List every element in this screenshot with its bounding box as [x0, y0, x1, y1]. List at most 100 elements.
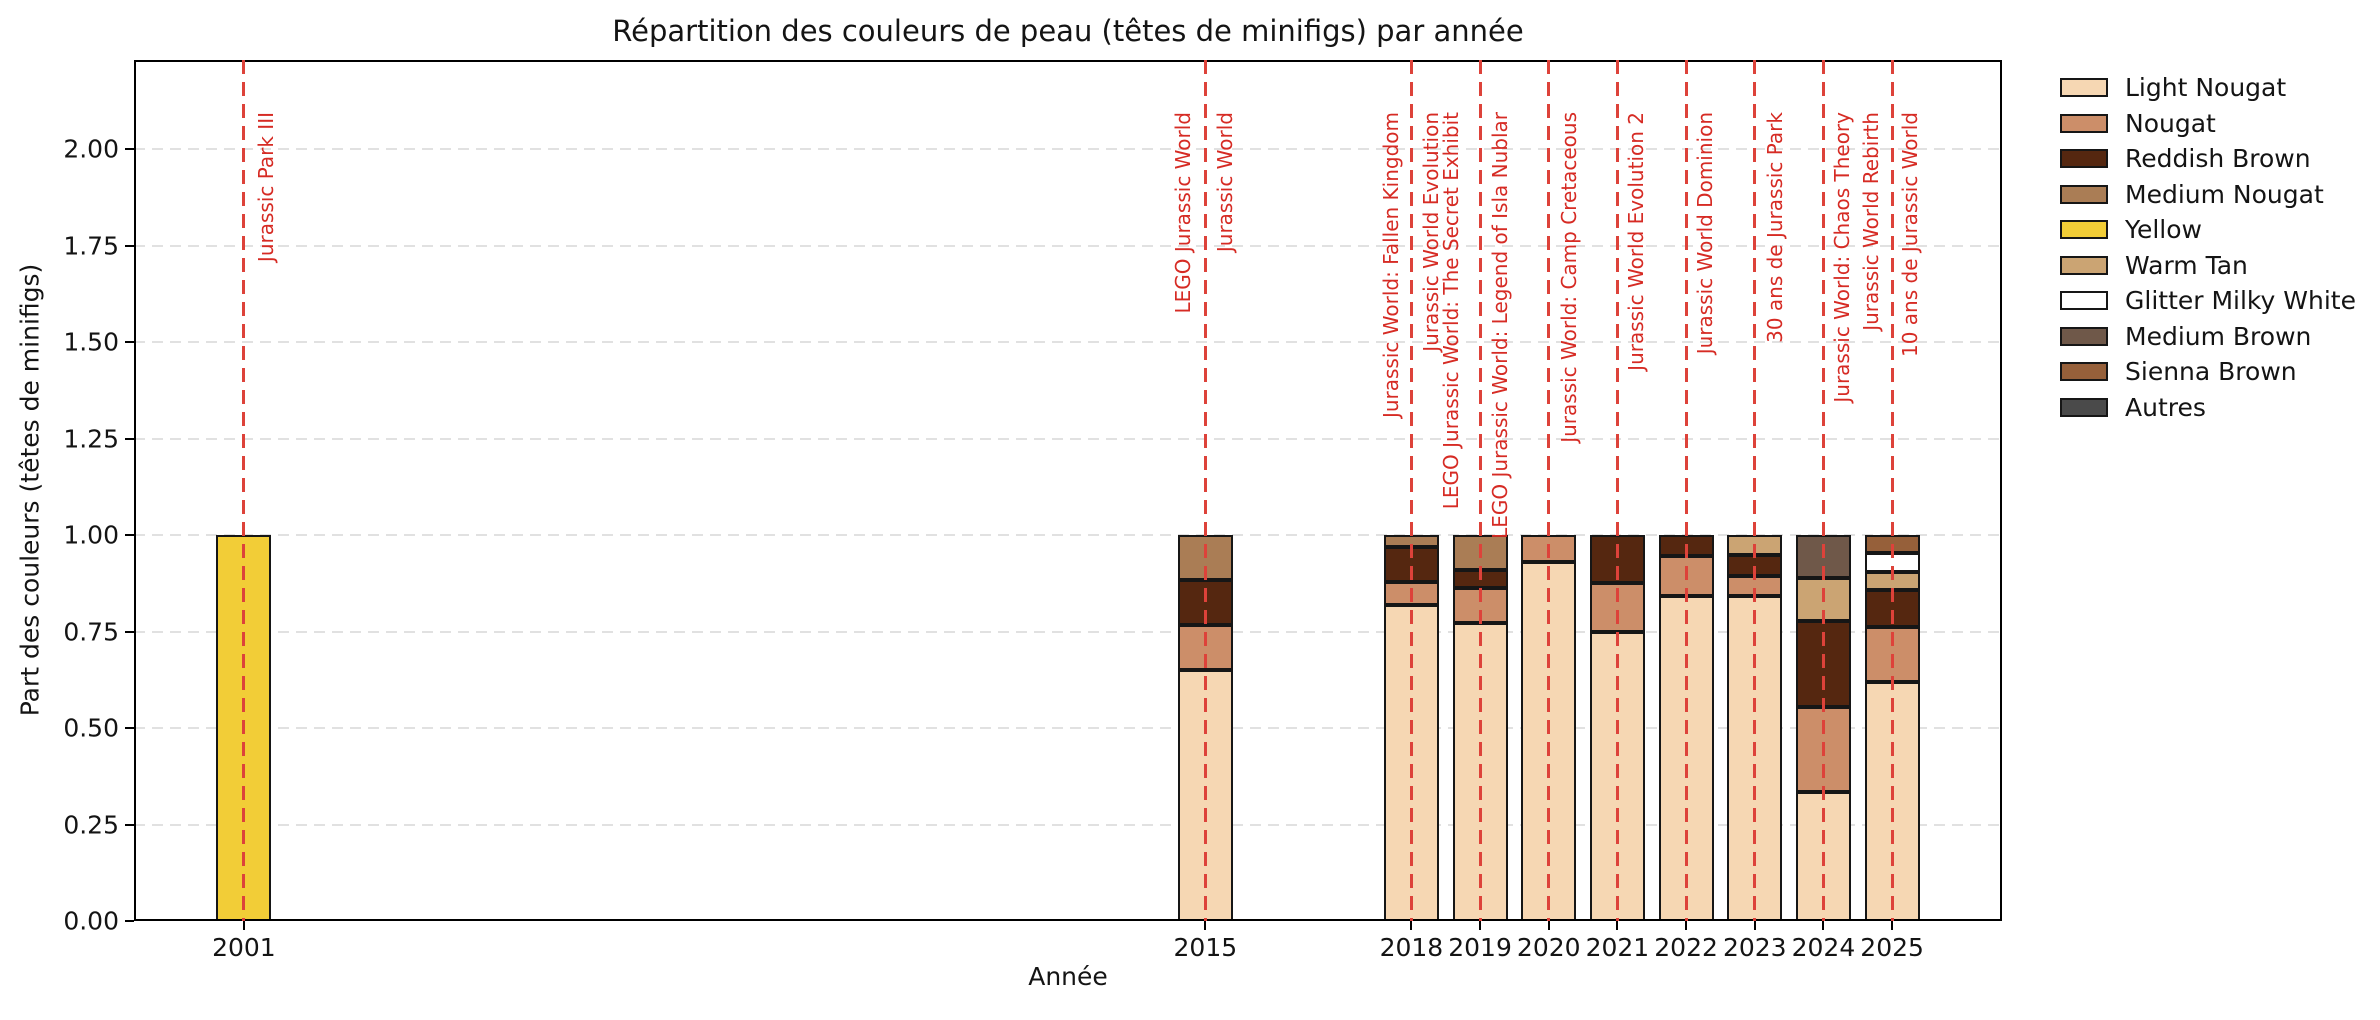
legend-item-sienna-brown: Sienna Brown [2060, 357, 2356, 386]
y-tick-0.00 [125, 920, 134, 922]
y-tick-label-1.50: 1.50 [63, 327, 119, 357]
legend-swatch-reddish-brown [2060, 149, 2108, 168]
event-label-2001-0: Jurassic Park III [253, 112, 278, 263]
legend-label-warm-tan: Warm Tan [2125, 250, 2248, 280]
x-tick-2020 [1547, 921, 1550, 930]
x-tick-label-2024: 2024 [1791, 933, 1856, 962]
event-line-2025-13 [1890, 60, 1894, 921]
event-line-2024-11 [1821, 60, 1825, 921]
y-tick-label-2.00: 2.00 [63, 134, 119, 164]
legend: Light Nougat Nougat Reddish Brown Medium No… [2060, 73, 2356, 433]
y-tick-1.75 [125, 244, 134, 247]
gridline-y-0.25 [134, 823, 2002, 826]
x-tick-2025 [1891, 921, 1894, 930]
event-label-2020-7: Jurassic World: Camp Cretaceous [1556, 112, 1581, 443]
chart-title: Répartition des couleurs de peau (têtes … [612, 14, 1524, 48]
event-label-2022-9: Jurassic World Dominion [1693, 112, 1718, 355]
legend-item-reddish-brown: Reddish Brown [2060, 144, 2356, 173]
plot-area: Jurassic Park III LEGO Jurassic World Jura… [63, 60, 2002, 962]
legend-item-nougat: Nougat [2060, 109, 2356, 138]
event-label-2024-11: Jurassic World: Chaos Theory [1830, 112, 1855, 403]
x-tick-label-2022: 2022 [1654, 933, 1718, 962]
legend-swatch-sienna-brown [2060, 362, 2108, 381]
gridline-y-2 [134, 148, 2002, 151]
event-line-2021-8 [1615, 60, 1619, 921]
x-tick-2023 [1753, 921, 1756, 930]
legend-swatch-medium-brown [2060, 326, 2108, 346]
x-tick-label-2015: 2015 [1173, 933, 1238, 962]
legend-label-reddish-brown: Reddish Brown [2125, 144, 2311, 173]
y-tick-0.75 [125, 630, 134, 633]
event-line-2018-5 [1409, 60, 1413, 921]
legend-swatch-yellow [2060, 220, 2108, 239]
x-tick-2018 [1410, 921, 1413, 930]
legend-swatch-autres [2060, 397, 2108, 417]
x-tick-label-2025: 2025 [1860, 933, 1924, 962]
legend-swatch-medium-nougat [2060, 184, 2108, 204]
y-tick-label-0.75: 0.75 [63, 617, 119, 647]
x-tick-label-2001: 2001 [212, 933, 276, 962]
legend-item-autres: Autres [2060, 393, 2356, 422]
x-tick-2015 [1204, 921, 1207, 930]
y-tick-1.00 [125, 534, 134, 537]
event-label-2018-3: Jurassic World: Fallen Kingdom [1379, 112, 1404, 419]
legend-item-glitter-milky-white: Glitter Milky White [2060, 286, 2356, 315]
x-tick-label-2023: 2023 [1722, 933, 1787, 962]
legend-item-light-nougat: Light Nougat [2060, 73, 2356, 102]
event-label-2015-1: LEGO Jurassic World [1171, 112, 1196, 314]
x-tick-2024 [1822, 921, 1825, 930]
legend-label-medium-nougat: Medium Nougat [2125, 179, 2324, 209]
event-line-2023-10 [1753, 60, 1757, 921]
x-tick-2001 [242, 921, 245, 930]
event-label-2021-8: Jurassic World Evolution 2 [1624, 112, 1649, 371]
legend-label-medium-brown: Medium Brown [2125, 321, 2312, 351]
event-line-2019-6 [1478, 60, 1482, 921]
gridline-y-1 [134, 534, 2002, 537]
event-line-2022-9 [1684, 60, 1688, 921]
x-tick-label-2018: 2018 [1379, 933, 1444, 962]
x-tick-label-2019: 2019 [1448, 933, 1512, 962]
event-label-2025-13: 10 ans de Jurassic World [1898, 112, 1923, 357]
x-tick-2022 [1685, 921, 1688, 930]
y-tick-label-1.00: 1.00 [63, 520, 119, 550]
legend-label-light-nougat: Light Nougat [2125, 73, 2287, 102]
gridline-y-0.5 [134, 727, 2002, 730]
event-label-2019-6: LEGO Jurassic World: Legend of Isla Nubl… [1488, 112, 1513, 539]
y-tick-label-0.25: 0.25 [63, 810, 119, 840]
event-line-2020-7 [1547, 60, 1551, 921]
legend-item-warm-tan: Warm Tan [2060, 251, 2356, 280]
y-tick-label-1.25: 1.25 [63, 424, 119, 454]
legend-item-yellow: Yellow [2060, 215, 2356, 244]
y-tick-label-0.50: 0.50 [63, 713, 119, 743]
x-axis-label: Année [1028, 962, 1108, 991]
x-tick-2021 [1616, 921, 1619, 930]
event-line-2001-0 [242, 60, 246, 921]
event-label-2025-12: Jurassic World Rebirth [1859, 112, 1884, 331]
legend-item-medium-brown: Medium Brown [2060, 322, 2356, 351]
legend-label-sienna-brown: Sienna Brown [2125, 357, 2297, 386]
y-tick-1.25 [125, 437, 134, 440]
x-tick-2019 [1479, 921, 1482, 930]
legend-label-autres: Autres [2125, 392, 2206, 422]
event-label-2023-10: 30 ans de Jurassic Park [1762, 112, 1787, 343]
legend-swatch-warm-tan [2060, 255, 2108, 275]
legend-label-yellow: Yellow [2125, 215, 2202, 244]
y-tick-2.00 [125, 148, 134, 151]
event-label-2018-5: LEGO Jurassic World: The Secret Exhibit [1439, 112, 1464, 510]
y-tick-label-1.75: 1.75 [63, 231, 119, 261]
event-line-2015-2 [1203, 60, 1207, 921]
y-tick-0.50 [125, 727, 134, 730]
y-tick-label-0.00: 0.00 [63, 906, 119, 936]
axes-frame [134, 60, 2002, 921]
gridline-y-1.5 [134, 341, 2002, 344]
legend-swatch-nougat [2060, 113, 2108, 133]
gridline-y-1.75 [134, 244, 2002, 247]
y-tick-0.25 [125, 823, 134, 826]
gridline-y-1.25 [134, 437, 2002, 440]
y-tick-1.50 [125, 341, 134, 344]
legend-swatch-glitter-milky-white [2060, 291, 2108, 310]
x-tick-label-2021: 2021 [1585, 933, 1650, 962]
legend-label-glitter-milky-white: Glitter Milky White [2125, 286, 2356, 315]
x-tick-label-2020: 2020 [1516, 933, 1581, 962]
